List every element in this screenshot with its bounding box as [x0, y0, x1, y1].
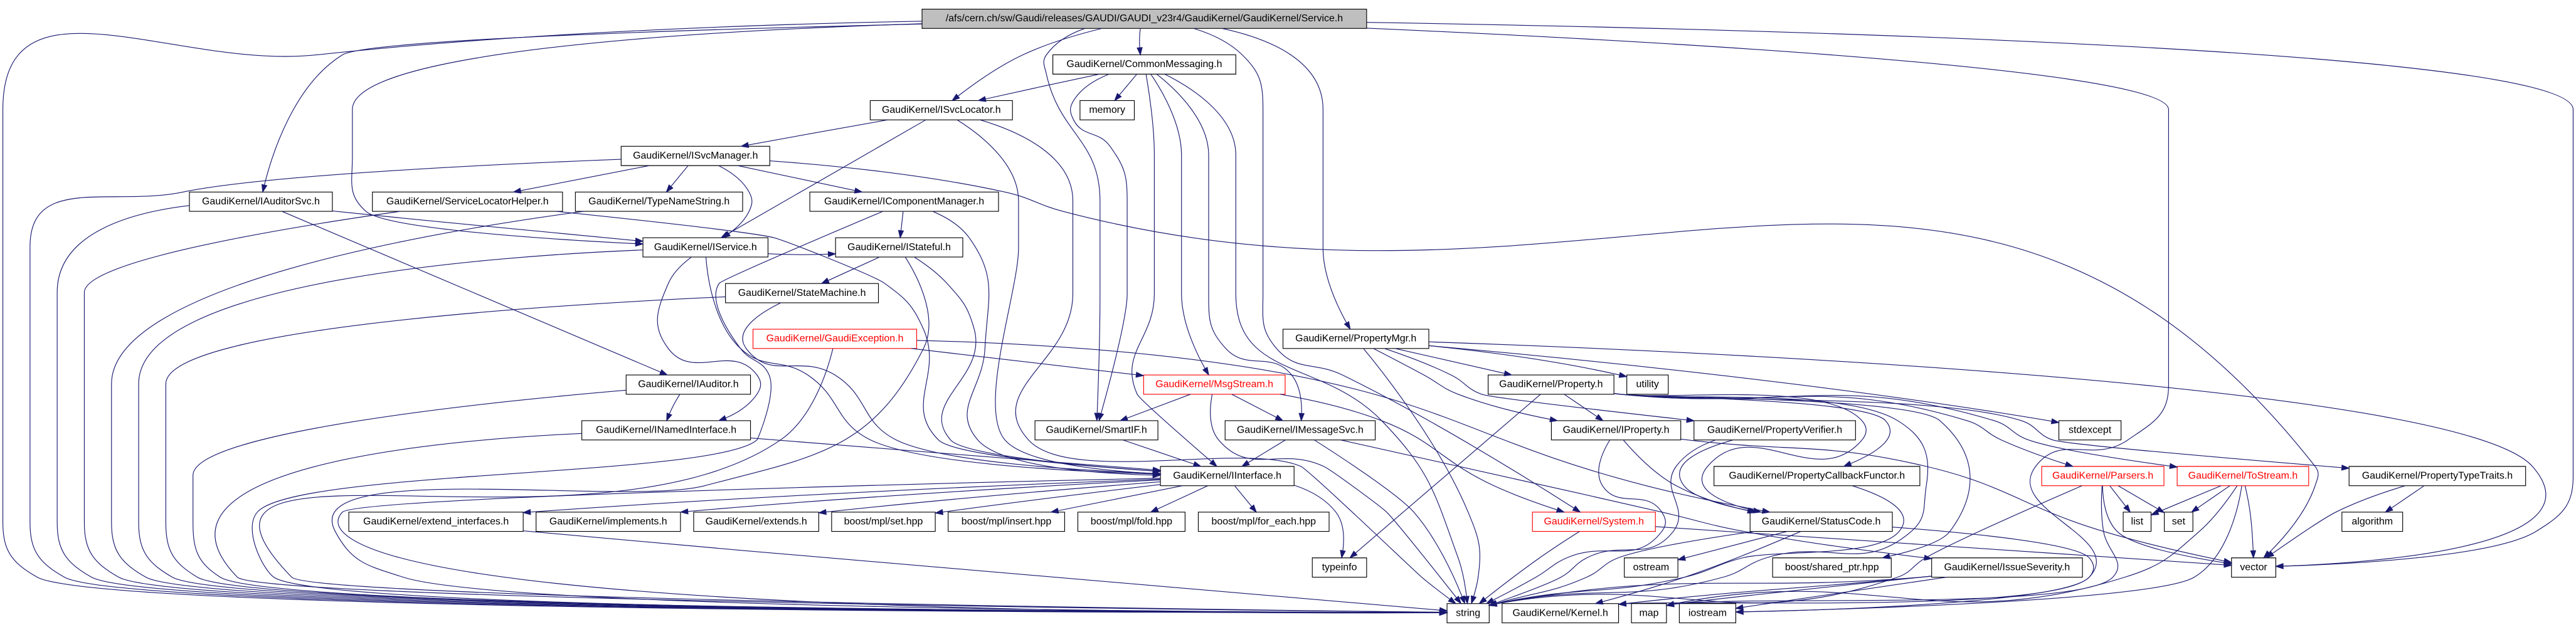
svg-text:map: map — [1639, 608, 1658, 618]
svg-text:GaudiKernel/extend_interfaces.: GaudiKernel/extend_interfaces.h — [363, 516, 509, 527]
svg-text:vector: vector — [2240, 562, 2267, 572]
svg-text:GaudiKernel/SmartIF.h: GaudiKernel/SmartIF.h — [1046, 425, 1147, 436]
svg-text:boost/mpl/fold.hpp: boost/mpl/fold.hpp — [1091, 516, 1172, 527]
svg-text:GaudiKernel/System.h: GaudiKernel/System.h — [1544, 516, 1644, 527]
svg-text:iostream: iostream — [1688, 608, 1727, 618]
svg-text:GaudiKernel/IService.h: GaudiKernel/IService.h — [654, 242, 757, 253]
svg-text:GaudiKernel/PropertyVerifier.h: GaudiKernel/PropertyVerifier.h — [1707, 425, 1842, 436]
svg-text:GaudiKernel/IComponentManager.: GaudiKernel/IComponentManager.h — [824, 196, 984, 207]
svg-text:GaudiKernel/IAuditor.h: GaudiKernel/IAuditor.h — [638, 379, 738, 390]
svg-text:GaudiKernel/StatusCode.h: GaudiKernel/StatusCode.h — [1762, 516, 1881, 527]
svg-text:GaudiKernel/IAuditorSvc.h: GaudiKernel/IAuditorSvc.h — [202, 196, 320, 207]
svg-text:string: string — [1456, 608, 1480, 618]
svg-text:GaudiKernel/MsgStream.h: GaudiKernel/MsgStream.h — [1155, 379, 1273, 390]
svg-text:GaudiKernel/PropertyCallbackFu: GaudiKernel/PropertyCallbackFunctor.h — [1729, 470, 1905, 481]
svg-text:GaudiKernel/TypeNameString.h: GaudiKernel/TypeNameString.h — [588, 196, 729, 207]
svg-text:GaudiKernel/ISvcLocator.h: GaudiKernel/ISvcLocator.h — [882, 105, 1001, 115]
svg-text:GaudiKernel/PropertyMgr.h: GaudiKernel/PropertyMgr.h — [1295, 334, 1416, 344]
svg-text:GaudiKernel/Kernel.h: GaudiKernel/Kernel.h — [1512, 608, 1608, 618]
svg-text:GaudiKernel/Parsers.h: GaudiKernel/Parsers.h — [2052, 470, 2153, 481]
svg-text:GaudiKernel/Property.h: GaudiKernel/Property.h — [1499, 379, 1603, 390]
svg-text:boost/mpl/for_each.hpp: boost/mpl/for_each.hpp — [1211, 516, 1316, 527]
svg-text:typeinfo: typeinfo — [1322, 562, 1357, 572]
svg-text:set: set — [2172, 516, 2186, 527]
svg-text:GaudiKernel/IssueSeverity.h: GaudiKernel/IssueSeverity.h — [1944, 562, 2070, 572]
svg-text:GaudiKernel/PropertyTypeTraits: GaudiKernel/PropertyTypeTraits.h — [2362, 470, 2513, 481]
svg-text:boost/mpl/insert.hpp: boost/mpl/insert.hpp — [962, 516, 1052, 527]
svg-text:GaudiKernel/GaudiException.h: GaudiKernel/GaudiException.h — [766, 334, 904, 344]
svg-text:GaudiKernel/extends.h: GaudiKernel/extends.h — [706, 516, 807, 527]
svg-text:GaudiKernel/StateMachine.h: GaudiKernel/StateMachine.h — [738, 288, 866, 298]
svg-text:boost/mpl/set.hpp: boost/mpl/set.hpp — [844, 516, 923, 527]
svg-text:GaudiKernel/implements.h: GaudiKernel/implements.h — [549, 516, 667, 527]
svg-text:list: list — [2131, 516, 2144, 527]
svg-text:GaudiKernel/ServiceLocatorHelp: GaudiKernel/ServiceLocatorHelper.h — [386, 196, 549, 207]
svg-text:GaudiKernel/ISvcManager.h: GaudiKernel/ISvcManager.h — [633, 150, 758, 161]
svg-text:GaudiKernel/IInterface.h: GaudiKernel/IInterface.h — [1173, 470, 1281, 481]
svg-text:memory: memory — [1089, 105, 1125, 115]
svg-text:GaudiKernel/INamedInterface.h: GaudiKernel/INamedInterface.h — [596, 425, 736, 436]
svg-text:utility: utility — [1636, 379, 1659, 390]
svg-text:GaudiKernel/IMessageSvc.h: GaudiKernel/IMessageSvc.h — [1237, 425, 1364, 436]
svg-text:GaudiKernel/CommonMessaging.h: GaudiKernel/CommonMessaging.h — [1066, 59, 1222, 70]
svg-text:ostream: ostream — [1633, 562, 1670, 572]
svg-text:GaudiKernel/ToStream.h: GaudiKernel/ToStream.h — [2188, 470, 2298, 481]
svg-text:GaudiKernel/IStateful.h: GaudiKernel/IStateful.h — [847, 242, 951, 253]
svg-text:boost/shared_ptr.hpp: boost/shared_ptr.hpp — [1785, 562, 1879, 572]
svg-text:algorithm: algorithm — [2351, 516, 2393, 527]
svg-text:stdexcept: stdexcept — [2069, 425, 2112, 436]
svg-text:GaudiKernel/IProperty.h: GaudiKernel/IProperty.h — [1563, 425, 1670, 436]
svg-text:/afs/cern.ch/sw/Gaudi/releases: /afs/cern.ch/sw/Gaudi/releases/GAUDI/GAU… — [946, 13, 1343, 24]
